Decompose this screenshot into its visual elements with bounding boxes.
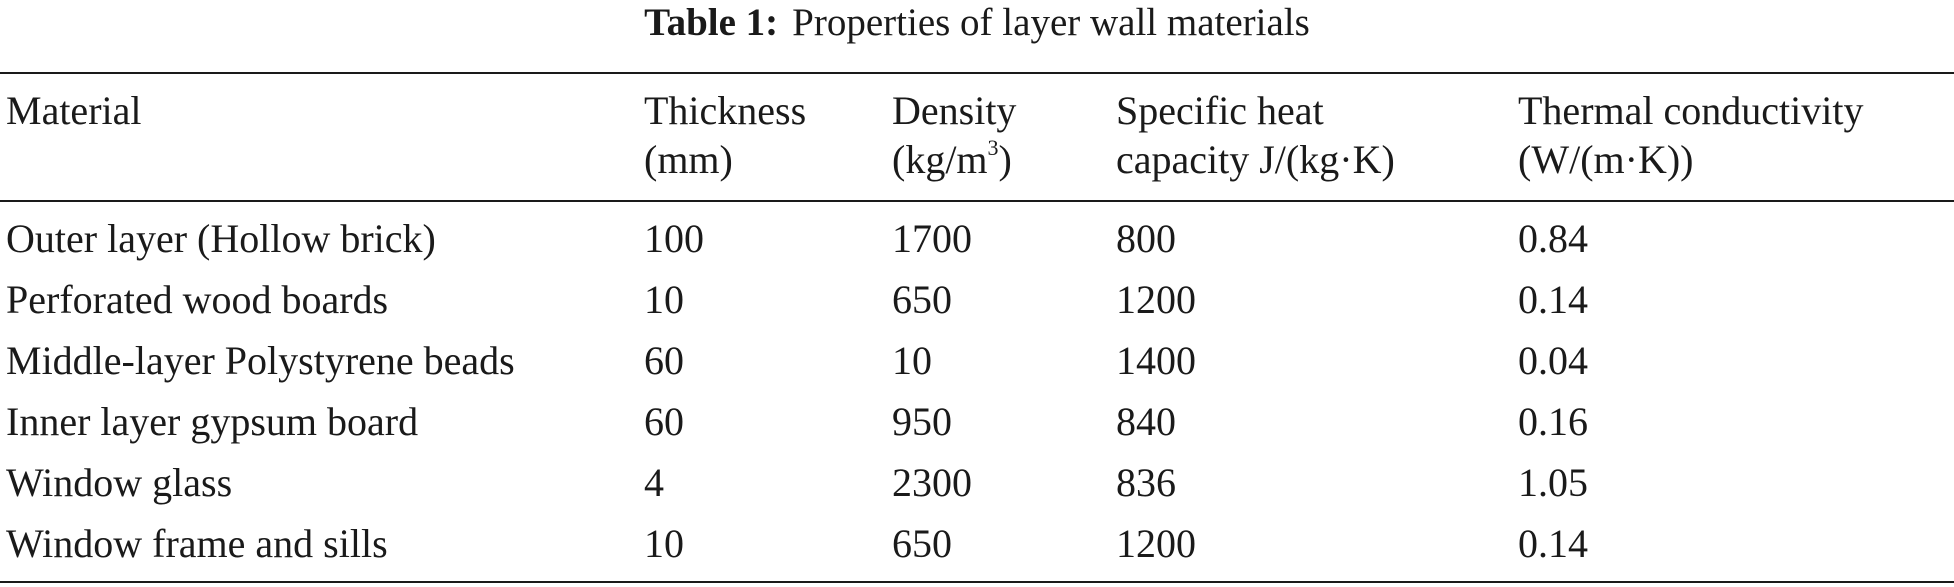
- cell-material: Outer layer (Hollow brick): [6, 216, 436, 261]
- cell-material: Inner layer gypsum board: [6, 399, 419, 444]
- cell-density: 1700: [892, 216, 972, 261]
- cell-density: 650: [892, 521, 952, 566]
- cell-thermal-conductivity: 0.16: [1518, 399, 1588, 444]
- cell-specific-heat: 836: [1116, 460, 1176, 505]
- cell-specific-heat: 840: [1116, 399, 1176, 444]
- header-thermal-conductivity: Thermal conductivity (W/(m·K)): [1518, 88, 1864, 182]
- cell-thickness: 100: [644, 216, 704, 261]
- table-row: Outer layer (Hollow brick) 100 1700 800 …: [0, 214, 1954, 275]
- table-header-rule: [0, 200, 1954, 202]
- cell-specific-heat: 1400: [1116, 338, 1196, 383]
- cell-specific-heat: 800: [1116, 216, 1176, 261]
- header-specific-heat: Specific heat capacity J/(kg·K): [1116, 88, 1395, 182]
- header-material: Material: [6, 88, 142, 133]
- table-row: Window frame and sills 10 650 1200 0.14: [0, 519, 1954, 580]
- cell-thickness: 10: [644, 521, 684, 566]
- cell-material: Window frame and sills: [6, 521, 388, 566]
- cell-specific-heat: 1200: [1116, 521, 1196, 566]
- cell-thermal-conductivity: 0.04: [1518, 338, 1588, 383]
- cell-thickness: 60: [644, 338, 684, 383]
- cell-thickness: 4: [644, 460, 664, 505]
- cell-thermal-conductivity: 0.14: [1518, 277, 1588, 322]
- cell-thermal-conductivity: 0.84: [1518, 216, 1588, 261]
- table-row: Middle-layer Polystyrene beads 60 10 140…: [0, 336, 1954, 397]
- cell-material: Middle-layer Polystyrene beads: [6, 338, 515, 383]
- cell-density: 650: [892, 277, 952, 322]
- header-density-unit: (kg/m3): [892, 135, 1012, 183]
- header-density: Density (kg/m3): [892, 88, 1017, 183]
- cell-thickness: 60: [644, 399, 684, 444]
- cell-density: 950: [892, 399, 952, 444]
- cell-density: 10: [892, 338, 932, 383]
- table-caption: Table 1: Properties of layer wall materia…: [0, 0, 1954, 62]
- cell-specific-heat: 1200: [1116, 277, 1196, 322]
- table-row: Window glass 4 2300 836 1.05: [0, 458, 1954, 519]
- table-caption-label: Table 1:: [644, 1, 779, 44]
- cell-density: 2300: [892, 460, 972, 505]
- table-row: Inner layer gypsum board 60 950 840 0.16: [0, 397, 1954, 458]
- cell-material: Window glass: [6, 460, 233, 505]
- table-top-rule: [0, 72, 1954, 74]
- table-header-row: Material Thickness (mm) Density (kg/m3) …: [0, 86, 1954, 196]
- table-bottom-rule: [0, 581, 1954, 583]
- table-body: Outer layer (Hollow brick) 100 1700 800 …: [0, 214, 1954, 580]
- cell-thermal-conductivity: 1.05: [1518, 460, 1588, 505]
- table-row: Perforated wood boards 10 650 1200 0.14: [0, 275, 1954, 336]
- cell-material: Perforated wood boards: [6, 277, 389, 322]
- cell-thickness: 10: [644, 277, 684, 322]
- cell-thermal-conductivity: 0.14: [1518, 521, 1588, 566]
- header-thickness: Thickness (mm): [644, 88, 807, 182]
- table-caption-text: Properties of layer wall materials: [792, 1, 1310, 44]
